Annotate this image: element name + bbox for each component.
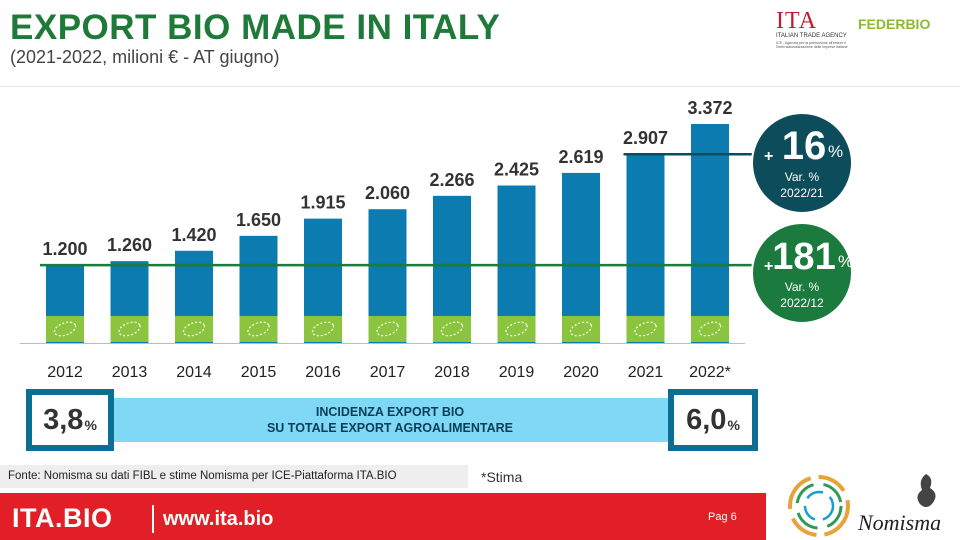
organic-band <box>497 316 536 342</box>
incidence-2022-unit: % <box>727 417 740 433</box>
organic-band <box>175 316 213 342</box>
footer-bar <box>0 493 766 540</box>
bar-value-label: 1.420 <box>171 225 216 245</box>
category-label: 2017 <box>370 364 406 381</box>
export-bar-chart: 1.200 2012 1.260 2013 1.420 2014 1.650 2015 1.91… <box>20 98 853 381</box>
variation-label: Var. % <box>785 280 820 294</box>
estimate-note: *Stima <box>481 469 523 485</box>
organic-band <box>46 316 84 342</box>
euro-leaf-icon <box>569 321 593 337</box>
page-subtitle: (2021-2022, milioni € - AT giugno) <box>10 47 280 67</box>
organic-band <box>433 316 471 342</box>
header-divider <box>0 86 960 87</box>
organic-band <box>368 316 407 342</box>
bar-value-label: 1.260 <box>107 235 152 255</box>
variation-unit: % <box>838 252 853 271</box>
bar-value-label: 2.619 <box>558 147 603 167</box>
category-label: 2022* <box>689 364 731 381</box>
incidence-2012-unit: % <box>84 417 97 433</box>
category-label: 2018 <box>434 364 470 381</box>
nomisma-logo-text: Nomisma <box>858 510 942 535</box>
organic-band <box>562 316 600 342</box>
bar-value-label: 1.200 <box>42 239 87 259</box>
bar-value-label: 2.266 <box>429 170 474 190</box>
category-label: 2013 <box>112 364 148 381</box>
variation-unit: % <box>828 142 843 161</box>
federbio-logo-text: FEDERBIO <box>858 16 931 32</box>
source-note: Fonte: Nomisma su dati FIBL e stime Nomi… <box>0 465 468 488</box>
category-label: 2015 <box>241 364 277 381</box>
euro-leaf-icon <box>698 321 722 337</box>
organic-band <box>691 316 729 342</box>
euro-leaf-icon <box>247 321 270 337</box>
bar <box>691 124 729 343</box>
ita-logo-description: ICE - Agenzia per la promozione all'este… <box>776 41 848 50</box>
incidence-label-line1: INCIDENZA EXPORT BIO <box>315 405 465 419</box>
euro-leaf-icon <box>182 321 206 337</box>
variation-value: 181 <box>772 236 835 278</box>
bar-value-label: 1.915 <box>300 193 345 213</box>
bar-value-label: 1.650 <box>236 210 281 230</box>
bar-value-label: 2.907 <box>623 128 668 148</box>
federbio-logo: FEDERBIO <box>858 16 930 32</box>
variation-period: 2022/21 <box>780 186 824 200</box>
category-label: 2012 <box>47 364 83 381</box>
bar <box>562 172 600 343</box>
incidence-label: INCIDENZA EXPORT BIO SU TOTALE EXPORT AG… <box>110 404 670 436</box>
variation-period: 2022/12 <box>780 296 824 310</box>
euro-leaf-icon <box>53 321 77 337</box>
variation-value: 16 <box>782 124 827 168</box>
euro-leaf-icon <box>376 321 399 337</box>
bar-value-label: 2.425 <box>494 160 539 180</box>
euro-leaf-icon <box>118 321 141 337</box>
category-label: 2021 <box>628 364 664 381</box>
euro-leaf-icon <box>505 321 528 337</box>
incidence-bar <box>110 398 670 442</box>
euro-leaf-icon <box>311 321 335 337</box>
bar <box>626 154 665 343</box>
footer-brand: ITA.BIO <box>12 503 113 533</box>
incidence-2012-box: 3,8% <box>26 389 114 451</box>
organic-band <box>110 316 149 342</box>
incidence-label-line2: SU TOTALE EXPORT AGROALIMENTARE <box>266 421 514 435</box>
variation-sign: + <box>764 258 773 275</box>
organic-band <box>239 316 278 342</box>
variation-label: Var. % <box>785 170 820 184</box>
category-label: 2020 <box>563 364 599 381</box>
category-label: 2016 <box>305 364 341 381</box>
variation-sign: + <box>764 148 773 165</box>
euro-leaf-icon <box>634 321 657 337</box>
category-label: 2019 <box>499 364 535 381</box>
bar-value-label: 3.372 <box>687 98 732 118</box>
organic-band <box>626 316 665 342</box>
variation-circle <box>751 112 853 214</box>
organic-band <box>304 316 342 342</box>
ita-logo-mark: ITA <box>776 8 818 34</box>
page-number: Pag 6 <box>708 511 737 523</box>
variation-circle <box>751 222 853 324</box>
page-title: EXPORT BIO MADE IN ITALY <box>10 8 501 47</box>
ita-logo: ITA ITALIAN TRADE AGENCY ICE - Agenzia p… <box>776 8 860 70</box>
incidence-2012-value: 3,8 <box>43 403 84 436</box>
category-label: 2014 <box>176 364 212 381</box>
ita-logo-agency: ITALIAN TRADE AGENCY <box>776 33 847 39</box>
incidence-2022-value: 6,0 <box>686 403 727 436</box>
footer-url-link[interactable]: www.ita.bio <box>163 508 274 530</box>
bar-value-label: 2.060 <box>365 183 410 203</box>
nomisma-logo <box>788 474 936 537</box>
incidence-2022-box: 6,0% <box>668 389 758 451</box>
euro-leaf-icon <box>440 321 464 337</box>
footer-separator <box>152 505 154 533</box>
